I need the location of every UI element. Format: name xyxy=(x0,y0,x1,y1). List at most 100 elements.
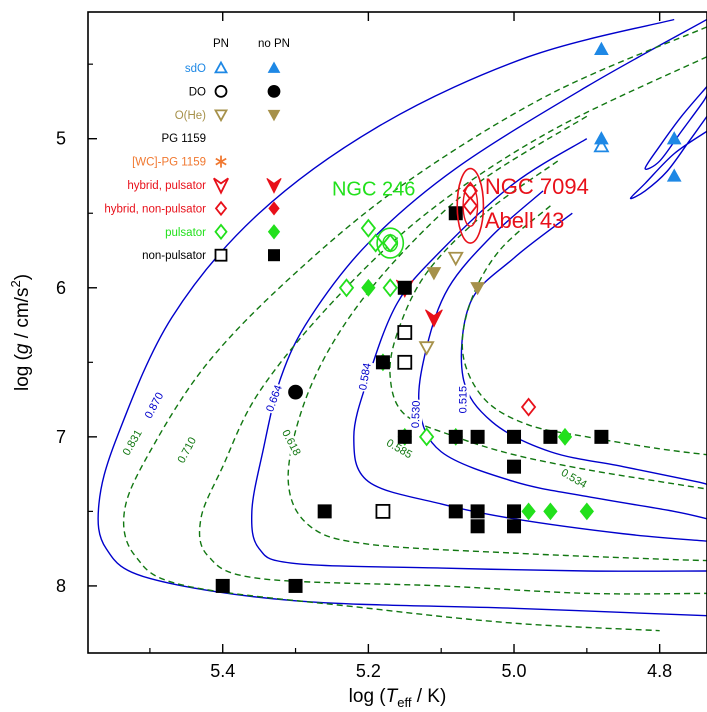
point-diamond xyxy=(418,427,435,447)
point-square xyxy=(507,504,522,519)
y-tick-label: 6 xyxy=(56,278,66,298)
track-dashed-0.618 xyxy=(287,115,707,562)
track-label-bg xyxy=(356,361,374,393)
track-label-bg xyxy=(409,399,423,430)
point-square xyxy=(397,429,412,444)
point-square xyxy=(448,504,463,519)
track-label: 0.664 xyxy=(264,384,285,414)
x-tick-label: 4.8 xyxy=(647,661,672,681)
track-label: 0.584 xyxy=(357,362,374,391)
legend: PN no PN sdO DO O(He) PG 1159 [WC]-PG 1159 hybr… xyxy=(104,38,290,262)
point-diamond xyxy=(360,218,377,238)
legend-label: [WC]-PG 1159 xyxy=(132,157,206,169)
point-triangle-up xyxy=(594,131,609,145)
legend-marker xyxy=(214,223,228,241)
legend-marker xyxy=(214,248,228,262)
legend-marker xyxy=(267,224,281,240)
point-diamond xyxy=(462,196,478,216)
legend-label: sdO xyxy=(185,63,206,75)
point-diamond xyxy=(543,502,558,521)
track-solid-0.870 xyxy=(97,18,707,617)
highlight-ellipse xyxy=(376,227,405,259)
x-tick-label: 5.2 xyxy=(356,661,381,681)
legend-label: PG 1159 xyxy=(161,133,206,145)
object-label: NGC 7094 xyxy=(485,174,589,199)
point-square xyxy=(375,355,390,370)
legend-label: O(He) xyxy=(175,110,206,122)
point-square xyxy=(397,354,413,370)
legend-label: hybrid, pulsator xyxy=(127,180,206,192)
object-label: Abell 43 xyxy=(485,208,565,233)
point-diamond xyxy=(579,502,594,521)
track-dashed-0.534 xyxy=(461,205,707,456)
legend-marker xyxy=(266,177,282,194)
track-label: 0.618 xyxy=(279,428,303,458)
point-triangle-down xyxy=(426,267,442,281)
track-label: 0.534 xyxy=(559,467,589,491)
y-axis-label: log (g / cm/s2) xyxy=(8,274,33,391)
legend-label: pulsator xyxy=(165,227,206,239)
point-square xyxy=(288,578,303,593)
track-label-bg xyxy=(383,436,415,462)
track-solid-5 xyxy=(644,86,707,170)
point-square xyxy=(375,503,391,519)
point-diamond xyxy=(382,278,398,298)
legend-marker xyxy=(215,155,227,168)
legend-marker xyxy=(213,60,229,74)
track-label-bg xyxy=(120,427,146,459)
track-label-bg xyxy=(457,384,470,415)
track-solid-0.664 xyxy=(250,18,707,572)
track-label-bg xyxy=(557,466,590,492)
track-solid-6 xyxy=(629,115,707,200)
legend-marker xyxy=(214,85,228,98)
track-dashed-0.831 xyxy=(122,26,707,632)
track-label-bg xyxy=(142,389,167,422)
track-label: 0.710 xyxy=(176,435,200,465)
legend-marker xyxy=(268,249,280,262)
point-square xyxy=(594,429,609,444)
legend-marker xyxy=(267,109,281,122)
legend-marker xyxy=(213,109,229,123)
y-tick-label: 8 xyxy=(56,576,66,596)
track-solid-0.515 xyxy=(460,212,707,486)
point-circle xyxy=(288,384,303,400)
point-square xyxy=(397,325,413,340)
point-square xyxy=(215,578,230,593)
legend-marker xyxy=(214,200,228,217)
point-triangle-up xyxy=(666,168,682,182)
point-triangle-up xyxy=(593,137,610,153)
track-label-bg xyxy=(263,382,286,415)
x-tick-label: 5.0 xyxy=(502,661,527,681)
point-triangle-up xyxy=(594,41,609,55)
track-label-bg xyxy=(278,427,304,459)
legend-header-pn: PN xyxy=(213,38,229,50)
point-square xyxy=(470,504,485,519)
point-diamond xyxy=(338,278,355,298)
highlight-ellipse-inner xyxy=(382,234,399,252)
track-label: 0.530 xyxy=(410,400,423,428)
plot-frame xyxy=(87,11,707,654)
point-square xyxy=(507,519,522,534)
x-axis-label: log (Teff / K) xyxy=(349,686,447,710)
track-label: 0.831 xyxy=(121,428,145,458)
track-dashed-0.585 xyxy=(389,160,707,490)
legend-marker xyxy=(213,177,229,195)
object-label: NGC 246 xyxy=(332,178,415,200)
highlight-ellipse xyxy=(456,167,485,244)
point-diamond xyxy=(520,397,537,417)
point-diamond xyxy=(361,278,376,297)
data-points xyxy=(215,41,682,593)
track-solid-0.584 xyxy=(353,138,707,542)
y-tick-label: 7 xyxy=(56,427,66,447)
point-square xyxy=(507,429,522,444)
point-triangle-down xyxy=(447,251,464,267)
annotations: NGC 246 NGC 7094 Abell 43 xyxy=(332,167,589,259)
point-square xyxy=(448,429,463,444)
point-square xyxy=(317,504,332,519)
legend-label: DO xyxy=(189,86,206,98)
legend-marker xyxy=(268,201,280,216)
point-square xyxy=(470,519,485,534)
track-dashed-0.710 xyxy=(198,56,707,595)
point-square xyxy=(448,206,463,221)
